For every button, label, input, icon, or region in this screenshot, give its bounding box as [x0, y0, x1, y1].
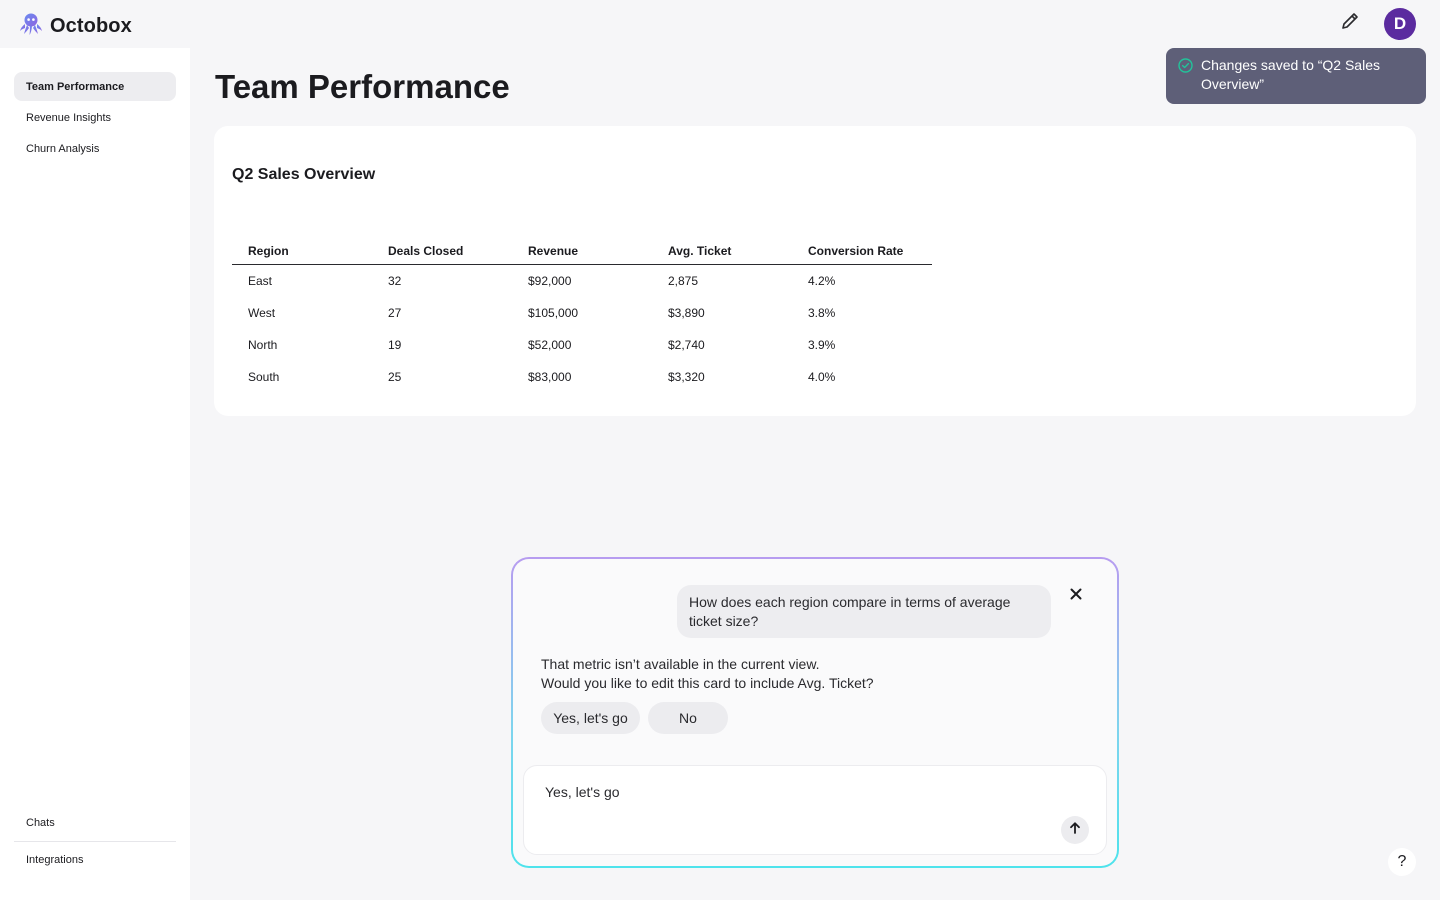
sidebar-item-churn-analysis[interactable]: Churn Analysis — [26, 142, 100, 155]
table-cell: West — [248, 306, 276, 320]
table-row: East 32 $92,000 2,875 4.2% — [232, 265, 932, 297]
sidebar-item-team-performance[interactable]: Team Performance — [14, 72, 176, 101]
brand[interactable]: Octobox — [18, 11, 132, 42]
app-name: Octobox — [50, 15, 132, 37]
table-cell: 3.9% — [808, 338, 836, 352]
table-cell: $3,320 — [668, 370, 705, 384]
table-cell: 4.2% — [808, 274, 836, 288]
chat-input-value: Yes, let's go — [545, 784, 620, 800]
sidebar-item-integrations[interactable]: Integrations — [26, 853, 84, 866]
table-row: West 27 $105,000 $3,890 3.8% — [232, 297, 932, 329]
toast-notification: Changes saved to “Q2 Sales Overview” — [1166, 48, 1426, 104]
sidebar: Team Performance Revenue Insights Churn … — [0, 48, 190, 900]
table-cell: 2,875 — [668, 274, 699, 288]
user-message: How does each region compare in terms of… — [677, 585, 1051, 638]
table-cell: $3,890 — [668, 306, 705, 320]
sales-card: Q2 Sales Overview Region Deals Closed Re… — [214, 126, 1416, 416]
column-header: Deals Closed — [388, 244, 464, 258]
table-cell: 27 — [388, 306, 402, 320]
toast-text: Changes saved to “Q2 Sales Overview” — [1201, 57, 1380, 92]
table-cell: $92,000 — [528, 274, 572, 288]
option-no-button[interactable]: No — [648, 702, 728, 734]
arrow-up-icon — [1068, 821, 1082, 840]
sidebar-item-revenue-insights[interactable]: Revenue Insights — [26, 111, 111, 124]
assistant-message-line: Would you like to edit this card to incl… — [541, 675, 874, 691]
sidebar-item-chats[interactable]: Chats — [26, 816, 55, 829]
table-header: Region Deals Closed Revenue Avg. Ticket … — [232, 238, 932, 265]
page-title: Team Performance — [215, 68, 510, 105]
table-cell: North — [248, 338, 278, 352]
assistant-message-line: That metric isn’t available in the curre… — [541, 656, 820, 672]
sidebar-divider — [14, 841, 176, 842]
send-button[interactable] — [1061, 816, 1089, 844]
close-button[interactable] — [1067, 587, 1085, 605]
octopus-logo-icon — [18, 11, 44, 42]
column-header: Region — [248, 244, 289, 258]
card-title: Q2 Sales Overview — [232, 166, 376, 183]
table-cell: 3.8% — [808, 306, 836, 320]
check-circle-icon — [1178, 58, 1193, 73]
avatar[interactable]: D — [1384, 8, 1416, 40]
table-cell: South — [248, 370, 280, 384]
chat-panel-body: How does each region compare in terms of… — [513, 559, 1117, 866]
chat-input[interactable]: Yes, let's go — [523, 765, 1107, 855]
table-cell: 19 — [388, 338, 402, 352]
table-row: North 19 $52,000 $2,740 3.9% — [232, 329, 932, 361]
table-row: South 25 $83,000 $3,320 4.0% — [232, 361, 932, 393]
table-cell: $52,000 — [528, 338, 572, 352]
table-cell: $2,740 — [668, 338, 705, 352]
table-cell: $83,000 — [528, 370, 572, 384]
option-yes-button[interactable]: Yes, let's go — [541, 702, 640, 734]
table-cell: 4.0% — [808, 370, 836, 384]
close-icon — [1070, 587, 1082, 605]
table-cell: East — [248, 274, 273, 288]
column-header: Conversion Rate — [808, 244, 904, 258]
top-bar: Octobox D — [0, 0, 1440, 48]
table-cell: 25 — [388, 370, 402, 384]
column-header: Avg. Ticket — [668, 244, 732, 258]
edit-button[interactable] — [1337, 10, 1363, 36]
table-cell: $105,000 — [528, 306, 579, 320]
column-header: Revenue — [528, 244, 579, 258]
sales-table: Region Deals Closed Revenue Avg. Ticket … — [232, 238, 932, 393]
help-button[interactable]: ? — [1388, 848, 1416, 876]
pencil-icon — [1340, 11, 1360, 36]
chat-panel: How does each region compare in terms of… — [511, 557, 1119, 868]
assistant-message: That metric isn’t available in the curre… — [541, 655, 874, 693]
table-cell: 32 — [388, 274, 402, 288]
